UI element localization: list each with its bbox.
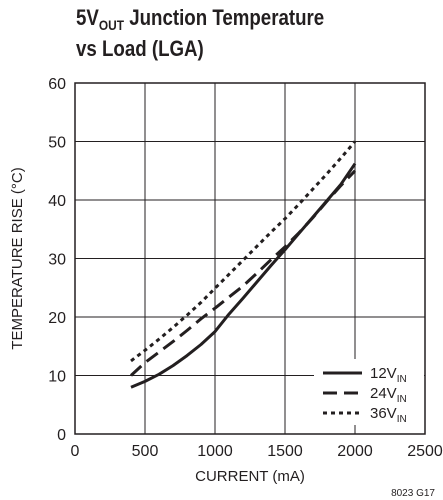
x-tick-label-3: 1500 [267, 443, 303, 460]
figure-code: 8023 G17 [391, 488, 435, 499]
y-tick-label-2: 20 [48, 310, 66, 327]
title-line1: 5VOUT Junction Temperature [76, 5, 325, 34]
plot-frame [74, 82, 426, 435]
y-tick-label-1: 10 [48, 369, 66, 386]
title-subscript: OUT [98, 17, 125, 33]
y-tick-label-0: 0 [57, 427, 66, 444]
series-line-24vin [129, 169, 357, 377]
title-line2: vs Load (LGA) [76, 36, 204, 61]
tick-labels: 0 500 1000 1500 2000 2500 0 10 20 30 40 50 60 [48, 76, 443, 460]
series-line-12vin [130, 162, 357, 389]
x-tick-label-2: 1000 [197, 443, 233, 460]
y-tick-label-6: 60 [48, 76, 66, 93]
y-tick-label-3: 30 [48, 252, 66, 269]
x-tick-label-0: 0 [71, 443, 80, 460]
x-tick-label-4: 2000 [337, 443, 373, 460]
y-tick-label-4: 40 [48, 193, 66, 210]
series-lines [129, 140, 357, 389]
y-axis-label: TEMPERATURE RISE (°C) [9, 167, 26, 349]
x-axis-label: CURRENT (mA) [195, 468, 305, 485]
chart-title: 5VOUT Junction Temperature vs Load (LGA) [76, 6, 324, 61]
series-line-36vin [130, 140, 357, 363]
y-tick-label-5: 50 [48, 135, 66, 152]
x-tick-label-1: 500 [132, 443, 159, 460]
x-tick-label-5: 2500 [407, 443, 443, 460]
